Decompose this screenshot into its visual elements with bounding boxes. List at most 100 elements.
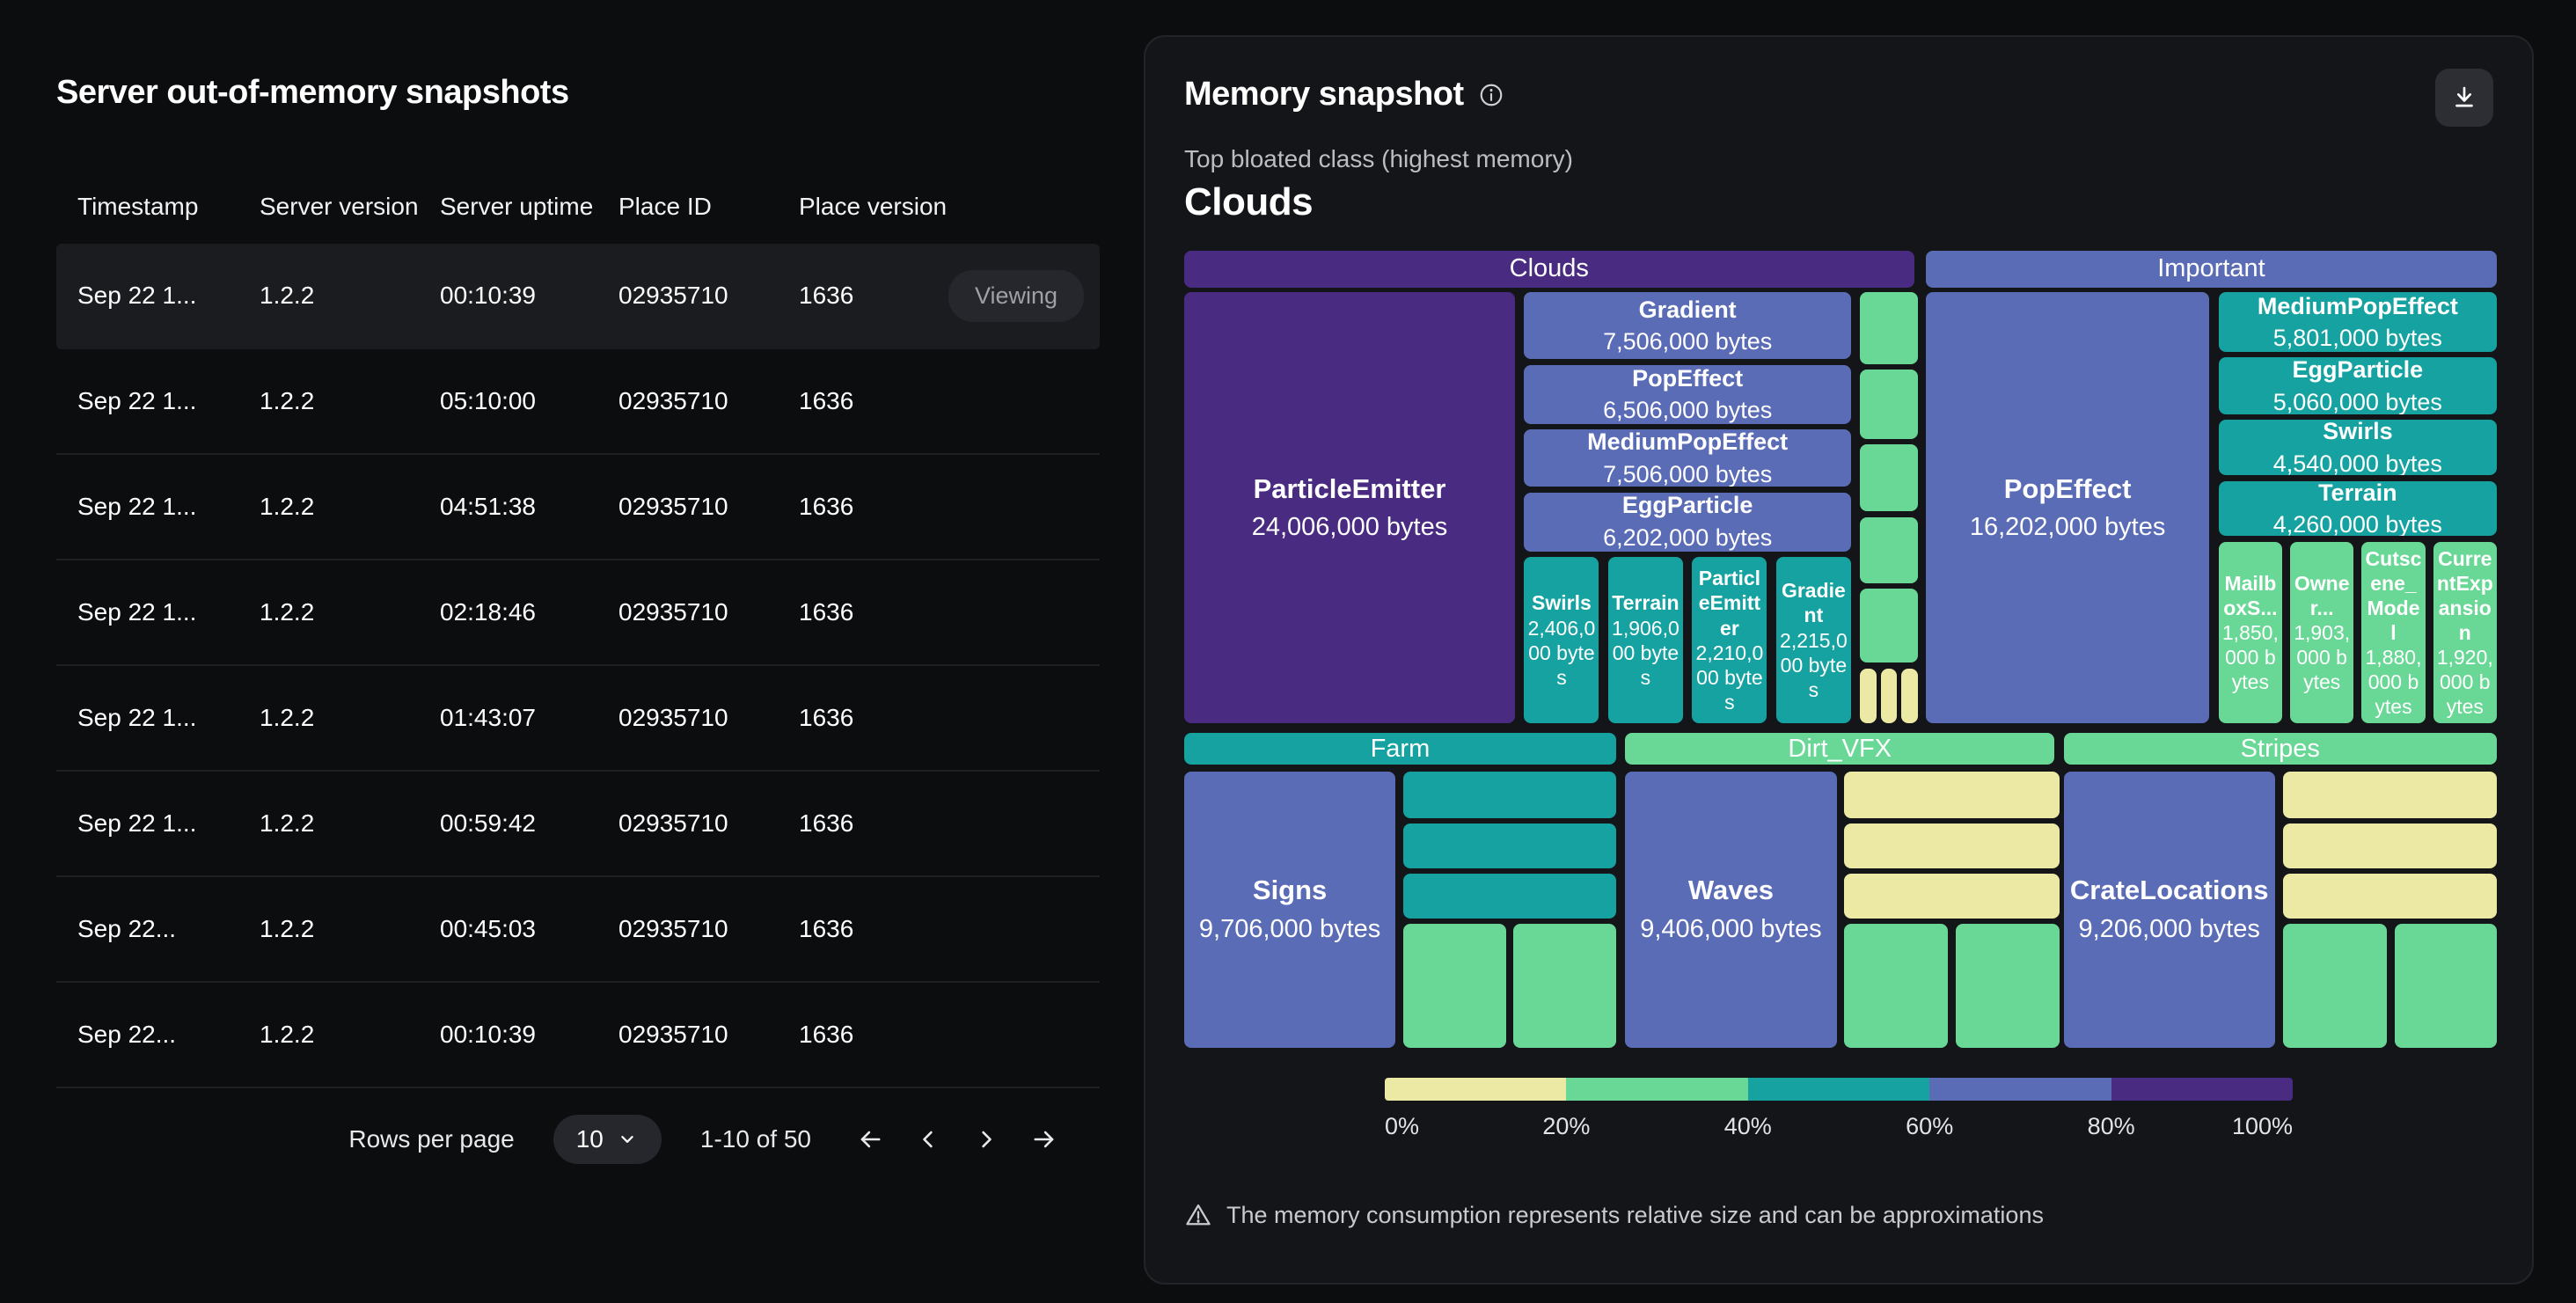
cell-server-version: 1.2.2 xyxy=(260,1021,440,1049)
treemap-cell-swirls[interactable]: Swirls2,406,000 bytes xyxy=(1524,557,1599,723)
treemap-cell[interactable] xyxy=(1844,824,2060,869)
treemap-cell[interactable] xyxy=(1860,589,1918,662)
pagination: Rows per page 10 1-10 of 50 xyxy=(56,1111,1100,1168)
treemap-cell[interactable] xyxy=(1403,824,1616,869)
treemap-group-header-clouds[interactable]: Clouds xyxy=(1184,251,1914,288)
treemap-cell[interactable] xyxy=(1513,924,1615,1048)
treemap-cell-label: Terrain xyxy=(1612,590,1680,615)
treemap-cell-currentexpansion[interactable]: CurrentExpansion1,920,000 bytes xyxy=(2433,542,2497,724)
treemap-cell-gradient[interactable]: Gradient7,506,000 bytes xyxy=(1524,292,1851,359)
rows-per-page-select[interactable]: 10 xyxy=(553,1115,662,1164)
download-button[interactable] xyxy=(2435,69,2493,127)
treemap-cell[interactable] xyxy=(1403,874,1616,919)
table-row[interactable]: Sep 22 1...1.2.200:59:42029357101636 xyxy=(56,772,1100,877)
table-row[interactable]: Sep 22 1...1.2.204:51:38029357101636 xyxy=(56,455,1100,560)
column-header-timestamp: Timestamp xyxy=(77,193,260,221)
pagination-range-label: 1-10 of 50 xyxy=(700,1125,811,1153)
treemap-cell[interactable] xyxy=(1403,924,1505,1048)
treemap-cell-terrain[interactable]: Terrain1,906,000 bytes xyxy=(1608,557,1683,723)
treemap-cell-particleemitter[interactable]: ParticleEmitter24,006,000 bytes xyxy=(1184,292,1515,723)
table-row[interactable]: Sep 22...1.2.200:10:39029357101636 xyxy=(56,983,1100,1088)
treemap-cell-gradient[interactable]: Gradient2,215,000 bytes xyxy=(1776,557,1851,723)
chevron-left-icon xyxy=(913,1124,943,1154)
treemap-cell[interactable] xyxy=(2283,772,2497,818)
treemap-cell[interactable] xyxy=(1860,444,1918,511)
treemap-cell-label: PopEffect xyxy=(2004,472,2132,507)
cell-server-uptime: 04:51:38 xyxy=(440,493,618,521)
treemap-cell-bytes: 1,920,000 bytes xyxy=(2437,645,2493,719)
treemap-cell-bytes: 24,006,000 bytes xyxy=(1252,511,1448,544)
treemap-cell-owner[interactable]: Owner...1,903,000 bytes xyxy=(2290,542,2353,724)
cell-place-id: 02935710 xyxy=(618,704,799,732)
treemap-cell[interactable] xyxy=(1860,292,1918,364)
cell-server-version: 1.2.2 xyxy=(260,493,440,521)
rows-per-page-label: Rows per page xyxy=(348,1125,514,1153)
treemap-cell-terrain[interactable]: Terrain4,260,000 bytes xyxy=(2219,481,2497,537)
treemap-group-header-stripes[interactable]: Stripes xyxy=(2064,733,2497,765)
pagination-next-page-button[interactable] xyxy=(966,1119,1006,1160)
legend-segment xyxy=(1929,1078,2111,1101)
treemap-cell[interactable] xyxy=(2283,874,2497,919)
table-row[interactable]: Sep 22 1...1.2.202:18:46029357101636 xyxy=(56,560,1100,666)
card-title: Memory snapshot xyxy=(1184,76,1464,113)
treemap-cell[interactable] xyxy=(1844,772,2060,818)
table-body: Sep 22 1...1.2.200:10:39029357101636View… xyxy=(56,244,1100,1088)
treemap-cell[interactable] xyxy=(2395,924,2497,1048)
treemap-cell[interactable] xyxy=(1403,772,1616,818)
table-row[interactable]: Sep 22...1.2.200:45:03029357101636 xyxy=(56,877,1100,983)
treemap-cell-eggparticle[interactable]: EggParticle6,202,000 bytes xyxy=(1524,493,1851,552)
treemap-cell-popeffect[interactable]: PopEffect16,202,000 bytes xyxy=(1926,292,2209,723)
treemap-cell-label: Gradient xyxy=(1639,295,1737,326)
cell-timestamp: Sep 22 1... xyxy=(77,809,260,838)
treemap-cell[interactable] xyxy=(1844,874,2060,919)
treemap-cell-particleemitter[interactable]: ParticleEmitter2,210,000 bytes xyxy=(1692,557,1767,723)
treemap-cell-mediumpopeffect[interactable]: MediumPopEffect5,801,000 bytes xyxy=(2219,292,2497,352)
treemap-cell-mediumpopeffect[interactable]: MediumPopEffect7,506,000 bytes xyxy=(1524,429,1851,487)
table-row[interactable]: Sep 22 1...1.2.200:10:39029357101636View… xyxy=(56,244,1100,349)
treemap-cell[interactable] xyxy=(1844,924,1948,1048)
treemap-cell-label: CrateLocations xyxy=(2070,873,2269,908)
cell-place-version: 1636 xyxy=(799,598,948,626)
treemap-cell-label: Swirls xyxy=(1527,590,1595,615)
treemap-group-header-farm[interactable]: Farm xyxy=(1184,733,1616,765)
treemap-cell-bytes: 9,406,000 bytes xyxy=(1640,913,1821,946)
legend-segment xyxy=(1748,1078,1929,1101)
viewing-badge[interactable]: Viewing xyxy=(948,270,1084,322)
treemap-cell[interactable] xyxy=(1860,669,1877,724)
rows-per-page-value: 10 xyxy=(576,1125,604,1153)
treemap-cell-eggparticle[interactable]: EggParticle5,060,000 bytes xyxy=(2219,357,2497,414)
chevron-down-icon xyxy=(616,1128,639,1151)
treemap-cell-cutscene-model[interactable]: Cutscene_Model1,880,000 bytes xyxy=(2361,542,2425,724)
treemap-cell-mailboxs[interactable]: MailboxS...1,850,000 bytes xyxy=(2219,542,2282,724)
chevron-right-icon xyxy=(971,1124,1001,1154)
treemap-group-header-dirt-vfx[interactable]: Dirt_VFX xyxy=(1625,733,2054,765)
table-row[interactable]: Sep 22 1...1.2.201:43:07029357101636 xyxy=(56,666,1100,772)
treemap-cell[interactable] xyxy=(1901,669,1918,724)
legend: 0%20%40%60%80%100% xyxy=(1385,1078,2293,1146)
memory-snapshot-card: Memory snapshot Top bloated class (highe… xyxy=(1144,35,2534,1285)
cell-server-version: 1.2.2 xyxy=(260,282,440,310)
pagination-prev-page-button[interactable] xyxy=(908,1119,948,1160)
top-bloated-class: Clouds xyxy=(1184,180,2493,224)
treemap-cell-signs[interactable]: Signs9,706,000 bytes xyxy=(1184,772,1395,1048)
treemap-cell[interactable] xyxy=(2283,924,2387,1048)
treemap-group-header-important[interactable]: Important xyxy=(1926,251,2497,288)
warning-note: The memory consumption represents relati… xyxy=(1184,1201,2493,1229)
legend-segment xyxy=(1385,1078,1566,1101)
treemap-cell-cratelocations[interactable]: CrateLocations9,206,000 bytes xyxy=(2064,772,2275,1048)
treemap-cell-popeffect[interactable]: PopEffect6,506,000 bytes xyxy=(1524,365,1851,424)
treemap-cell-waves[interactable]: Waves9,406,000 bytes xyxy=(1625,772,1836,1048)
treemap-cell[interactable] xyxy=(2283,824,2497,869)
treemap-cell-swirls[interactable]: Swirls4,540,000 bytes xyxy=(2219,420,2497,475)
cell-server-version: 1.2.2 xyxy=(260,598,440,626)
pagination-last-page-button[interactable] xyxy=(1024,1119,1065,1160)
treemap-cell[interactable] xyxy=(1956,924,2060,1048)
table-row[interactable]: Sep 22 1...1.2.205:10:00029357101636 xyxy=(56,349,1100,455)
treemap-cell[interactable] xyxy=(1860,370,1918,439)
cell-timestamp: Sep 22... xyxy=(77,1021,260,1049)
pagination-first-page-button[interactable] xyxy=(850,1119,890,1160)
treemap-cell[interactable] xyxy=(1881,669,1898,724)
info-icon[interactable] xyxy=(1478,82,1504,108)
column-header-server-version: Server version xyxy=(260,193,440,221)
treemap-cell[interactable] xyxy=(1860,517,1918,583)
